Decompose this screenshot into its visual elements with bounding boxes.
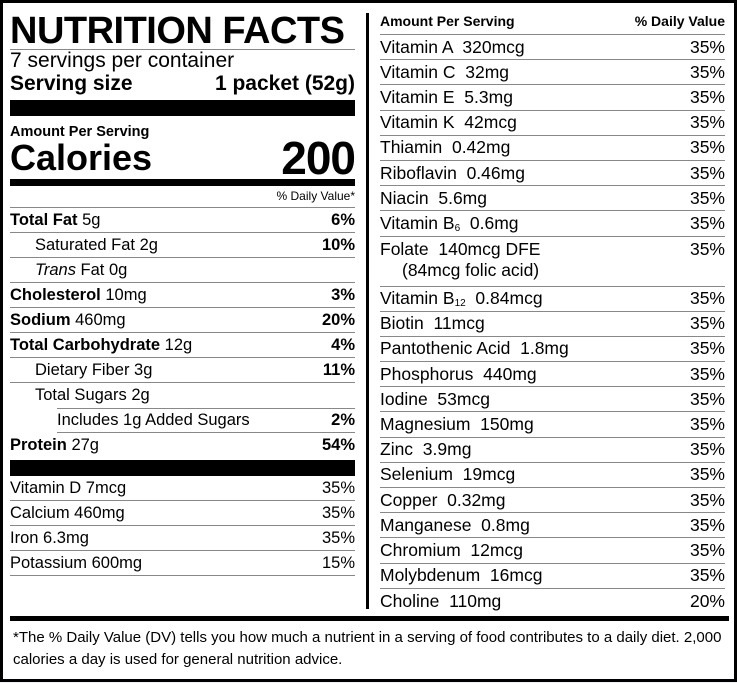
- vitamin-row-vitamin-d: Vitamin D 7mcg 35%: [10, 476, 355, 501]
- left-column: NUTRITION FACTS 7 servings per container…: [10, 10, 356, 576]
- daily-value-header: % Daily Value*: [10, 186, 355, 208]
- vitamin-row-potassium: Potassium 600mg 15%: [10, 551, 355, 576]
- right-header: Amount Per Serving % Daily Value: [380, 11, 725, 35]
- vitamin-row-folate: Folate 140mcg DFE (84mcg folic acid) 35%: [380, 237, 725, 287]
- vitamin-row: Riboflavin 0.46mg 35%: [380, 161, 725, 187]
- nutrient-row-total-fat: Total Fat 5g 6%: [10, 208, 355, 233]
- calories-row: Calories 200: [10, 132, 356, 184]
- vitamin-row: Vitamin C 32mg 35%: [380, 60, 725, 86]
- serving-size-value: 1 packet (52g): [214, 72, 355, 95]
- vitamin-row: Phosphorus 440mg 35%: [380, 362, 725, 388]
- vitamin-row-calcium: Calcium 460mg 35%: [10, 501, 355, 526]
- vitamin-row: Pantothenic Acid 1.8mg 35%: [380, 337, 725, 363]
- calories-label: Calories: [10, 137, 153, 178]
- thick-divider: [10, 460, 355, 476]
- vitamin-row-b12: Vitamin B12 0.84mcg 35%: [380, 287, 725, 312]
- vitamin-row: Vitamin K 42mcg 35%: [380, 111, 725, 136]
- right-column: Amount Per Serving % Daily Value Vitamin…: [380, 11, 725, 614]
- nutrient-row-dietary-fiber: Dietary Fiber 3g 11%: [10, 358, 355, 383]
- nutrient-row-protein: Protein 27g 54%: [10, 436, 355, 454]
- footnote-divider: [10, 616, 729, 621]
- serving-size-label: Serving size: [10, 72, 133, 95]
- vitamin-row-b6: Vitamin B6 0.6mg 35%: [380, 211, 725, 237]
- vitamin-row: Chromium 12mcg 35%: [380, 538, 725, 564]
- vitamin-row: Zinc 3.9mg 35%: [380, 438, 725, 463]
- vitamin-row: Choline 110mg 20%: [380, 590, 725, 611]
- footnote: *The % Daily Value (DV) tells you how mu…: [13, 629, 722, 668]
- vitamin-row: Thiamin 0.42mg 35%: [380, 136, 725, 161]
- thick-divider: [10, 100, 355, 116]
- nutrient-row-added-sugars: Includes 1g Added Sugars 2%: [57, 408, 355, 433]
- vitamin-row: Iodine 53mcg 35%: [380, 387, 725, 413]
- vitamin-row: Manganese 0.8mg 35%: [380, 513, 725, 539]
- amount-per-serving-label: Amount Per Serving: [10, 124, 150, 140]
- vitamin-row: Copper 0.32mg 35%: [380, 488, 725, 514]
- serving-size-row: Serving size 1 packet (52g): [10, 72, 355, 96]
- vitamin-row: Biotin 11mcg 35%: [380, 312, 725, 337]
- vitamin-row-iron: Iron 6.3mg 35%: [10, 526, 355, 551]
- medium-divider: [10, 179, 355, 186]
- calories-value: 200: [281, 132, 356, 184]
- nutrient-row-total-carbohydrate: Total Carbohydrate 12g 4%: [10, 333, 355, 358]
- vitamin-row: Molybdenum 16mcg 35%: [380, 564, 725, 589]
- nutrient-row-trans-fat: Trans Fat 0g: [10, 258, 355, 283]
- nutrient-row-sodium: Sodium 460mg 20%: [10, 308, 355, 333]
- servings-per-container: 7 servings per container: [10, 49, 235, 72]
- nutrient-row-total-sugars: Total Sugars 2g: [35, 386, 150, 404]
- vitamin-row: Niacin 5.6mg 35%: [380, 186, 725, 212]
- nutrient-row-cholesterol: Cholesterol 10mg 3%: [10, 283, 355, 308]
- nutrient-row-saturated-fat: Saturated Fat 2g 10%: [10, 233, 355, 258]
- divider: [10, 49, 355, 50]
- vitamin-row: Selenium 19mcg 35%: [380, 463, 725, 488]
- column-divider: [366, 13, 369, 609]
- vitamin-row: Vitamin A 320mcg 35%: [380, 35, 725, 61]
- vitamin-row: Vitamin E 5.3mg 35%: [380, 85, 725, 111]
- vitamin-row: Magnesium 150mg 35%: [380, 412, 725, 438]
- label-title: NUTRITION FACTS: [10, 10, 345, 52]
